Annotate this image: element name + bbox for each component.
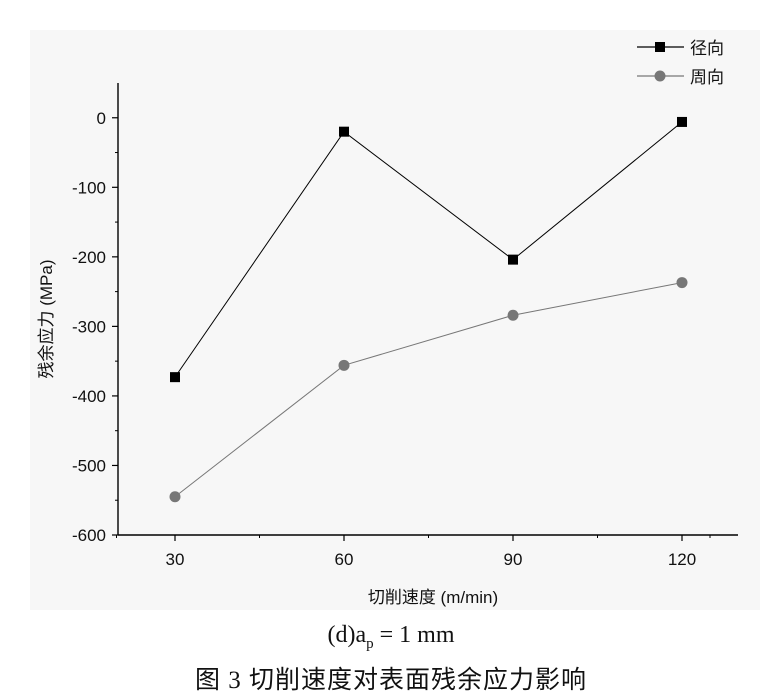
y-tick-label: 0 xyxy=(97,109,106,128)
x-tick-label: 30 xyxy=(166,550,185,569)
y-tick-label: -300 xyxy=(72,317,106,336)
plot-background xyxy=(30,30,760,610)
series-layer xyxy=(169,116,688,503)
y-tick-label: -100 xyxy=(72,178,106,197)
subfigure-caption-suffix: = 1 mm xyxy=(379,622,455,648)
legend-marker-square xyxy=(655,42,665,52)
data-point-circle xyxy=(338,359,350,371)
data-point-square xyxy=(508,254,518,265)
legend-label: 周向 xyxy=(690,68,724,87)
series-line xyxy=(174,121,683,378)
data-point-square xyxy=(339,126,349,137)
x-tick-label: 90 xyxy=(504,550,523,569)
data-point-circle xyxy=(507,309,519,321)
subfigure-caption: (d)ap = 1 mm xyxy=(0,622,782,653)
legend-label: 径向 xyxy=(690,39,724,58)
data-point-square xyxy=(170,372,180,383)
y-axis-label: 残余应力 (MPa) xyxy=(37,260,56,379)
y-tick-label: -600 xyxy=(72,526,106,545)
subfigure-caption-subscript: p xyxy=(366,635,374,652)
y-tick-label: -500 xyxy=(72,456,106,475)
data-point-circle xyxy=(676,277,688,289)
y-tick-label: -200 xyxy=(72,248,106,267)
y-tick-label: -400 xyxy=(72,387,106,406)
axes: 0 -100 -200 -300 -400 -500 -600 30 60 90 120 xyxy=(72,83,738,569)
series-line xyxy=(174,282,683,498)
x-tick-label: 120 xyxy=(668,550,696,569)
figure-caption: 图 3 切削速度对表面残余应力影响 xyxy=(194,667,587,694)
data-point-circle xyxy=(169,491,181,503)
data-point-square xyxy=(677,116,687,127)
x-axis-label: 切削速度 (m/min) xyxy=(368,588,498,607)
x-tick-label: 60 xyxy=(335,550,354,569)
legend-marker-circle xyxy=(654,70,666,82)
subfigure-caption-prefix: (d)a xyxy=(327,622,367,648)
series-1 xyxy=(170,116,687,383)
series-2 xyxy=(169,277,688,503)
